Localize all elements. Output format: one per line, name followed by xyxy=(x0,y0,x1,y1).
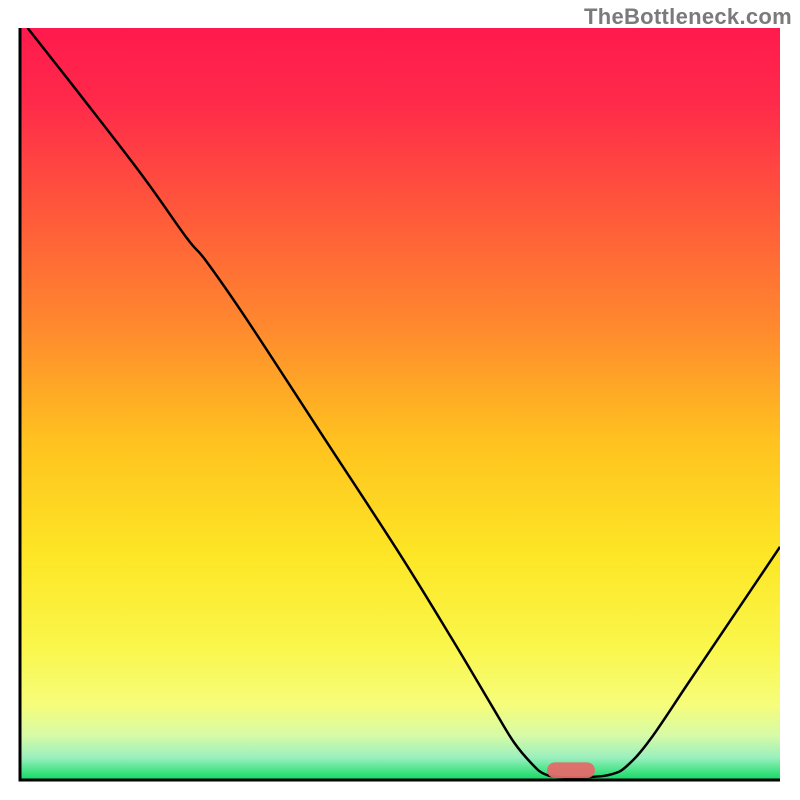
bottleneck-chart xyxy=(0,0,800,800)
watermark-text: TheBottleneck.com xyxy=(584,4,792,30)
plot-background xyxy=(20,28,780,780)
optimal-marker xyxy=(547,762,595,778)
chart-container: TheBottleneck.com xyxy=(0,0,800,800)
